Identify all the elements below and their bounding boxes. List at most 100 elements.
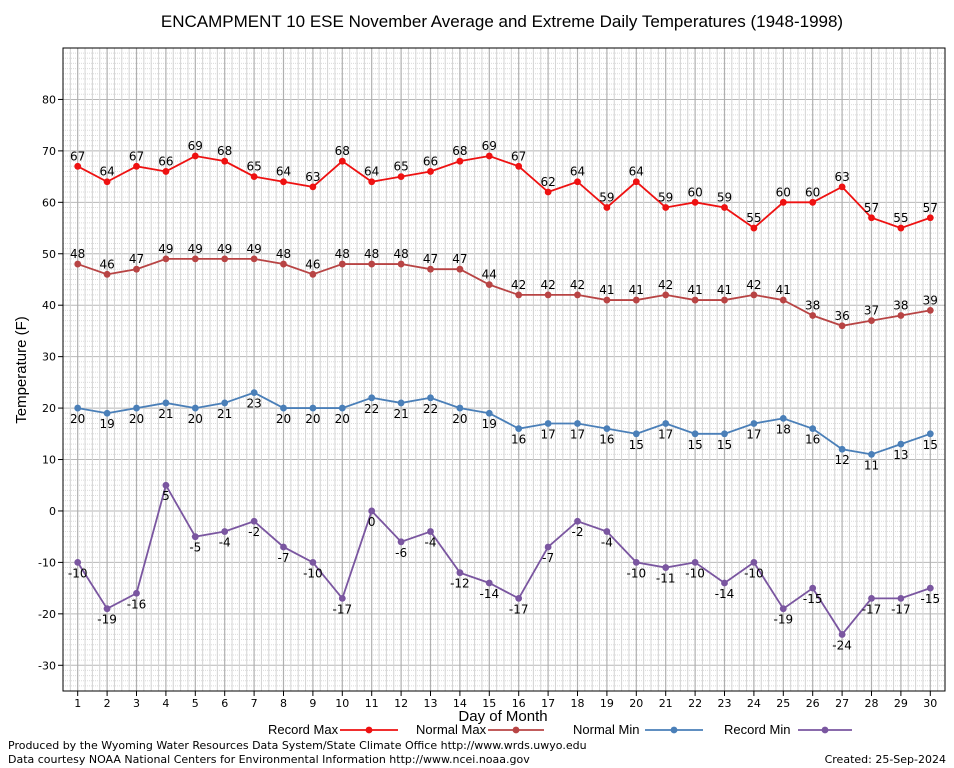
data-point xyxy=(691,198,699,206)
data-point xyxy=(280,260,287,268)
y-tick-label: 20 xyxy=(42,402,56,415)
data-point xyxy=(221,157,229,165)
data-label: 64 xyxy=(276,165,291,179)
data-label: 22 xyxy=(423,402,438,416)
data-label: 67 xyxy=(511,149,526,163)
data-point xyxy=(103,409,111,417)
series-line xyxy=(76,482,931,636)
data-label: -2 xyxy=(572,525,584,539)
data-point xyxy=(809,198,817,206)
data-point xyxy=(838,322,846,330)
data-label: -19 xyxy=(773,613,793,627)
data-point xyxy=(191,404,199,412)
data-label: -24 xyxy=(832,638,852,652)
data-point xyxy=(309,183,317,191)
data-label: 19 xyxy=(482,417,497,431)
data-point xyxy=(897,595,905,602)
data-label: 15 xyxy=(923,438,938,452)
data-point xyxy=(309,404,317,412)
data-label: -17 xyxy=(891,602,911,616)
data-label: -10 xyxy=(68,566,88,580)
data-label: 21 xyxy=(158,407,173,421)
data-point xyxy=(456,265,464,273)
data-point xyxy=(926,584,934,592)
data-label: 18 xyxy=(776,422,791,436)
data-point xyxy=(74,404,82,412)
data-point xyxy=(691,296,699,304)
data-point xyxy=(897,312,905,319)
legend-label: Record Max xyxy=(268,722,339,737)
data-point xyxy=(868,214,875,222)
y-tick-label: -30 xyxy=(38,659,56,672)
data-point xyxy=(750,420,758,427)
data-label: -17 xyxy=(862,602,882,616)
data-point xyxy=(662,564,670,571)
y-tick-label: 30 xyxy=(42,351,56,364)
data-label: -10 xyxy=(626,566,646,580)
data-point xyxy=(809,584,817,592)
x-tick-label: 17 xyxy=(541,697,555,710)
data-point xyxy=(544,420,552,427)
data-label: 41 xyxy=(687,283,702,297)
x-tick-label: 16 xyxy=(512,697,526,710)
data-point xyxy=(456,404,464,412)
data-label: 46 xyxy=(99,257,114,271)
data-point xyxy=(750,224,758,232)
data-label: 62 xyxy=(540,175,555,189)
data-point xyxy=(456,569,464,577)
data-point xyxy=(368,260,376,268)
data-point xyxy=(338,595,346,602)
data-label: 21 xyxy=(217,407,232,421)
data-label: -17 xyxy=(332,602,352,616)
data-point xyxy=(309,270,317,278)
data-label: -16 xyxy=(127,597,147,611)
data-point xyxy=(515,291,523,299)
data-point xyxy=(779,198,787,206)
data-label: 68 xyxy=(217,144,232,158)
data-label: 59 xyxy=(599,190,614,204)
data-point xyxy=(456,157,464,165)
series-layer: 67 64 67 66 69 68 65 64 63 68 64 65 66 68 69 67 62 64 59 64… xyxy=(68,139,940,652)
data-point xyxy=(427,265,434,273)
data-point xyxy=(162,255,170,263)
y-tick-label: 60 xyxy=(42,196,56,209)
data-label: 17 xyxy=(746,428,761,442)
x-tick-label: 28 xyxy=(865,697,879,710)
data-label: 13 xyxy=(893,448,908,462)
data-label: 66 xyxy=(423,154,438,168)
legend-label: Record Min xyxy=(724,722,790,737)
data-point xyxy=(485,579,493,587)
data-label: 47 xyxy=(423,252,438,266)
data-label: 65 xyxy=(246,160,261,174)
data-point xyxy=(250,517,258,525)
data-label: 63 xyxy=(305,170,320,184)
data-label: 42 xyxy=(746,278,761,292)
data-label: 16 xyxy=(805,433,820,447)
x-tick-label: 24 xyxy=(747,697,761,710)
footer-produced-by: Produced by the Wyoming Water Resources … xyxy=(8,739,587,752)
x-tick-label: 1 xyxy=(74,697,81,710)
data-point xyxy=(632,559,640,566)
y-tick-label: 40 xyxy=(42,299,56,312)
data-label: 64 xyxy=(629,165,644,179)
data-point xyxy=(721,579,728,587)
legend-marker xyxy=(670,726,678,734)
data-label: 57 xyxy=(864,201,879,215)
data-point xyxy=(191,533,199,541)
data-point xyxy=(574,517,581,525)
x-tick-label: 3 xyxy=(133,697,140,710)
data-label: 15 xyxy=(717,438,732,452)
data-point xyxy=(868,317,875,325)
data-label: -15 xyxy=(920,592,940,606)
data-point xyxy=(397,173,405,181)
data-label: 49 xyxy=(188,242,203,256)
legend-item: Normal Max xyxy=(416,722,544,737)
data-label: 48 xyxy=(276,247,291,261)
series-line xyxy=(77,391,931,456)
data-point xyxy=(133,589,140,597)
temperature-chart: ENCAMPMENT 10 ESE November Average and E… xyxy=(13,12,946,737)
data-point xyxy=(691,430,699,438)
data-label: 38 xyxy=(805,298,820,312)
x-axis: 1 2 3 4 5 6 7 8 9 10 11 12 13 14 15 16 17 18 19 20 21 22 23 24 2… xyxy=(74,691,937,710)
x-tick-label: 8 xyxy=(280,697,287,710)
